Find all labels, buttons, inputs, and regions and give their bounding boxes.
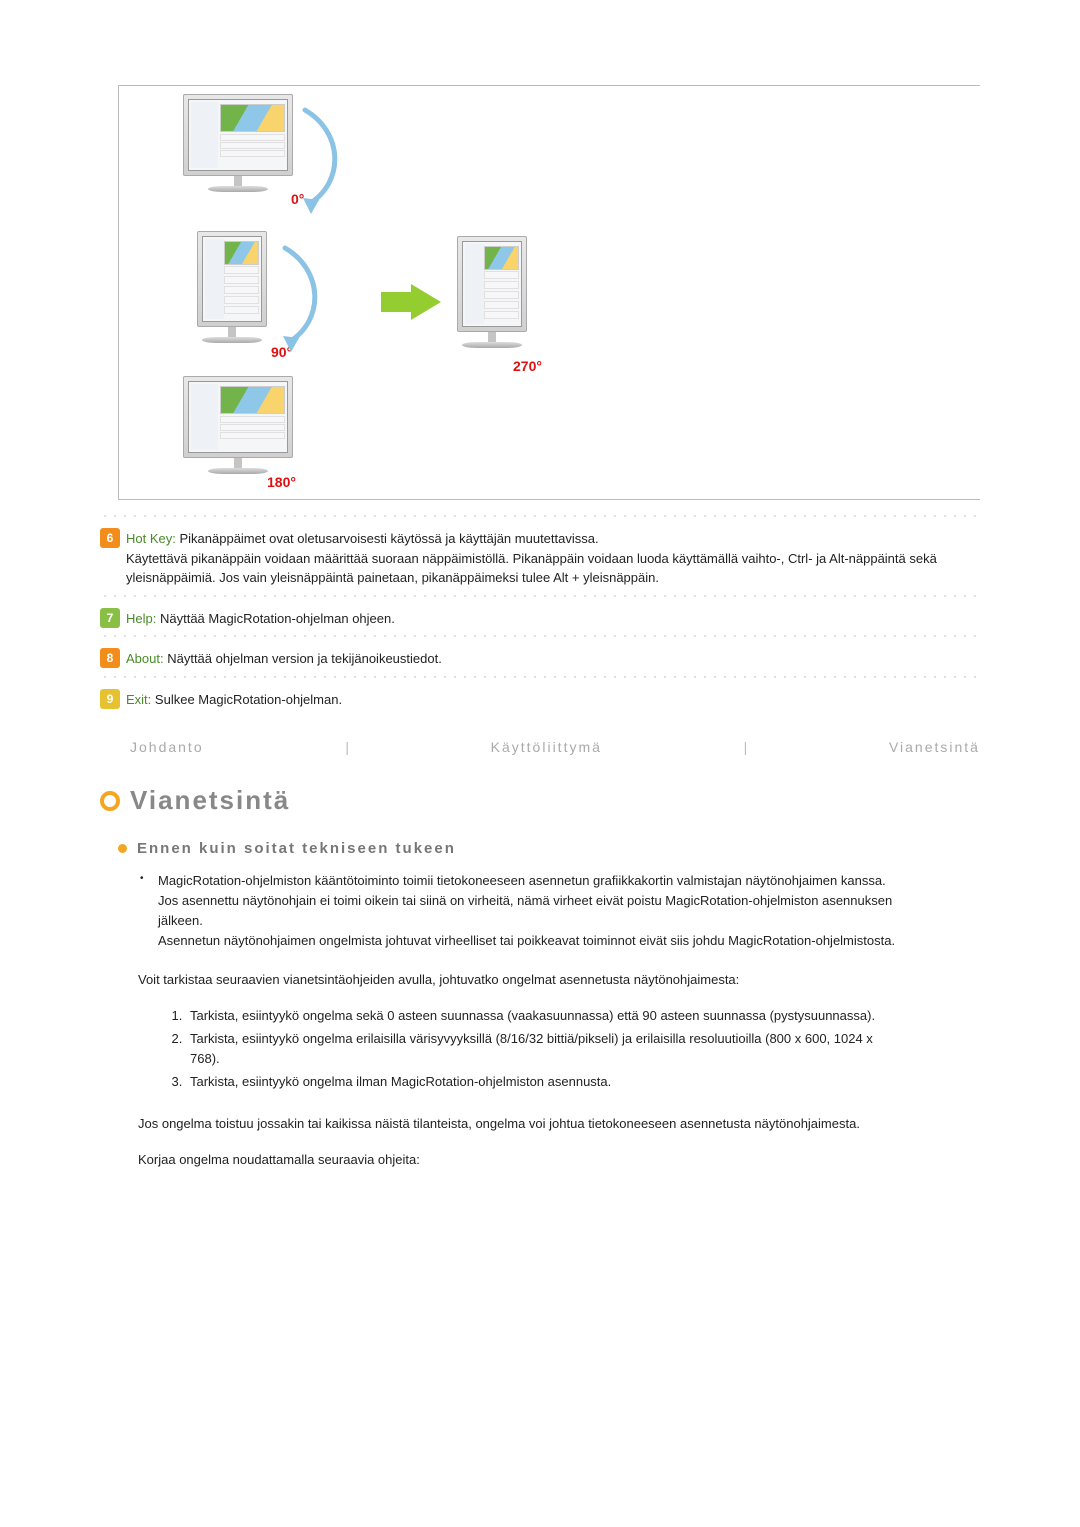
sub-heading: Ennen kuin soitat tekniseen tukeen <box>118 840 980 857</box>
label-180deg: 180° <box>267 474 296 490</box>
badge-9: 9 <box>100 689 120 709</box>
monitor-90deg <box>197 231 267 327</box>
monitor-180deg <box>183 376 293 458</box>
arc-90-180 <box>279 242 329 352</box>
nav-left[interactable]: Johdanto <box>130 739 204 755</box>
section-heading: Vianetsintä <box>100 785 980 816</box>
nav-row: Johdanto | Käyttöliittymä | Vianetsintä <box>130 739 980 755</box>
dotted-separator <box>100 594 980 598</box>
ol-item: Tarkista, esiintyykö ongelma ilman Magic… <box>186 1072 900 1092</box>
list-item-9: 9 Exit: Sulkee MagicRotation-ohjelman. <box>100 689 980 710</box>
ring-icon <box>100 791 120 811</box>
list-item-7: 7 Help: Näyttää MagicRotation-ohjelman o… <box>100 608 980 629</box>
badge-7: 7 <box>100 608 120 628</box>
nav-right[interactable]: Vianetsintä <box>889 739 980 755</box>
item-text: Pikanäppäimet ovat oletusarvoisesti käyt… <box>126 531 937 585</box>
ol-item: Tarkista, esiintyykö ongelma erilaisilla… <box>186 1029 900 1069</box>
dot-icon <box>118 844 127 853</box>
list-item-8: 8 About: Näyttää ohjelman version ja tek… <box>100 648 980 669</box>
item-label: Help: <box>126 611 156 626</box>
rotation-diagram: 0° 90° 180° <box>118 85 980 500</box>
paragraph: Korjaa ongelma noudattamalla seuraavia o… <box>138 1150 900 1170</box>
item-text: Sulkee MagicRotation-ohjelman. <box>155 692 342 707</box>
dotted-separator <box>100 514 980 518</box>
nav-divider: | <box>345 739 349 755</box>
bullet-item: MagicRotation-ohjelmiston kääntötoiminto… <box>154 871 900 952</box>
body-content: MagicRotation-ohjelmiston kääntötoiminto… <box>138 871 900 1171</box>
arrow-icon <box>411 284 441 320</box>
item-text: Näyttää MagicRotation-ohjelman ohjeen. <box>160 611 395 626</box>
sub-title: Ennen kuin soitat tekniseen tukeen <box>137 840 456 857</box>
badge-6: 6 <box>100 528 120 548</box>
monitor-0deg <box>183 94 293 176</box>
document-page: 0° 90° 180° <box>0 0 1080 1227</box>
monitor-270deg <box>457 236 527 332</box>
arc-0-90 <box>299 104 349 214</box>
item-label: About: <box>126 651 164 666</box>
nav-center[interactable]: Käyttöliittymä <box>491 739 602 755</box>
paragraph: Voit tarkistaa seuraavien vianetsintäohj… <box>138 970 900 990</box>
badge-8: 8 <box>100 648 120 668</box>
item-label: Exit: <box>126 692 151 707</box>
label-270deg: 270° <box>513 358 542 374</box>
paragraph: Jos ongelma toistuu jossakin tai kaikiss… <box>138 1114 900 1134</box>
nav-divider: | <box>744 739 748 755</box>
ol-item: Tarkista, esiintyykö ongelma sekä 0 aste… <box>186 1006 900 1026</box>
ordered-list: Tarkista, esiintyykö ongelma sekä 0 aste… <box>138 1006 900 1093</box>
dotted-separator <box>100 634 980 638</box>
list-item-6: 6 Hot Key: Pikanäppäimet ovat oletusarvo… <box>100 528 980 588</box>
section-title: Vianetsintä <box>130 785 290 816</box>
item-text: Näyttää ohjelman version ja tekijänoikeu… <box>167 651 442 666</box>
dotted-separator <box>100 675 980 679</box>
item-label: Hot Key: <box>126 531 176 546</box>
